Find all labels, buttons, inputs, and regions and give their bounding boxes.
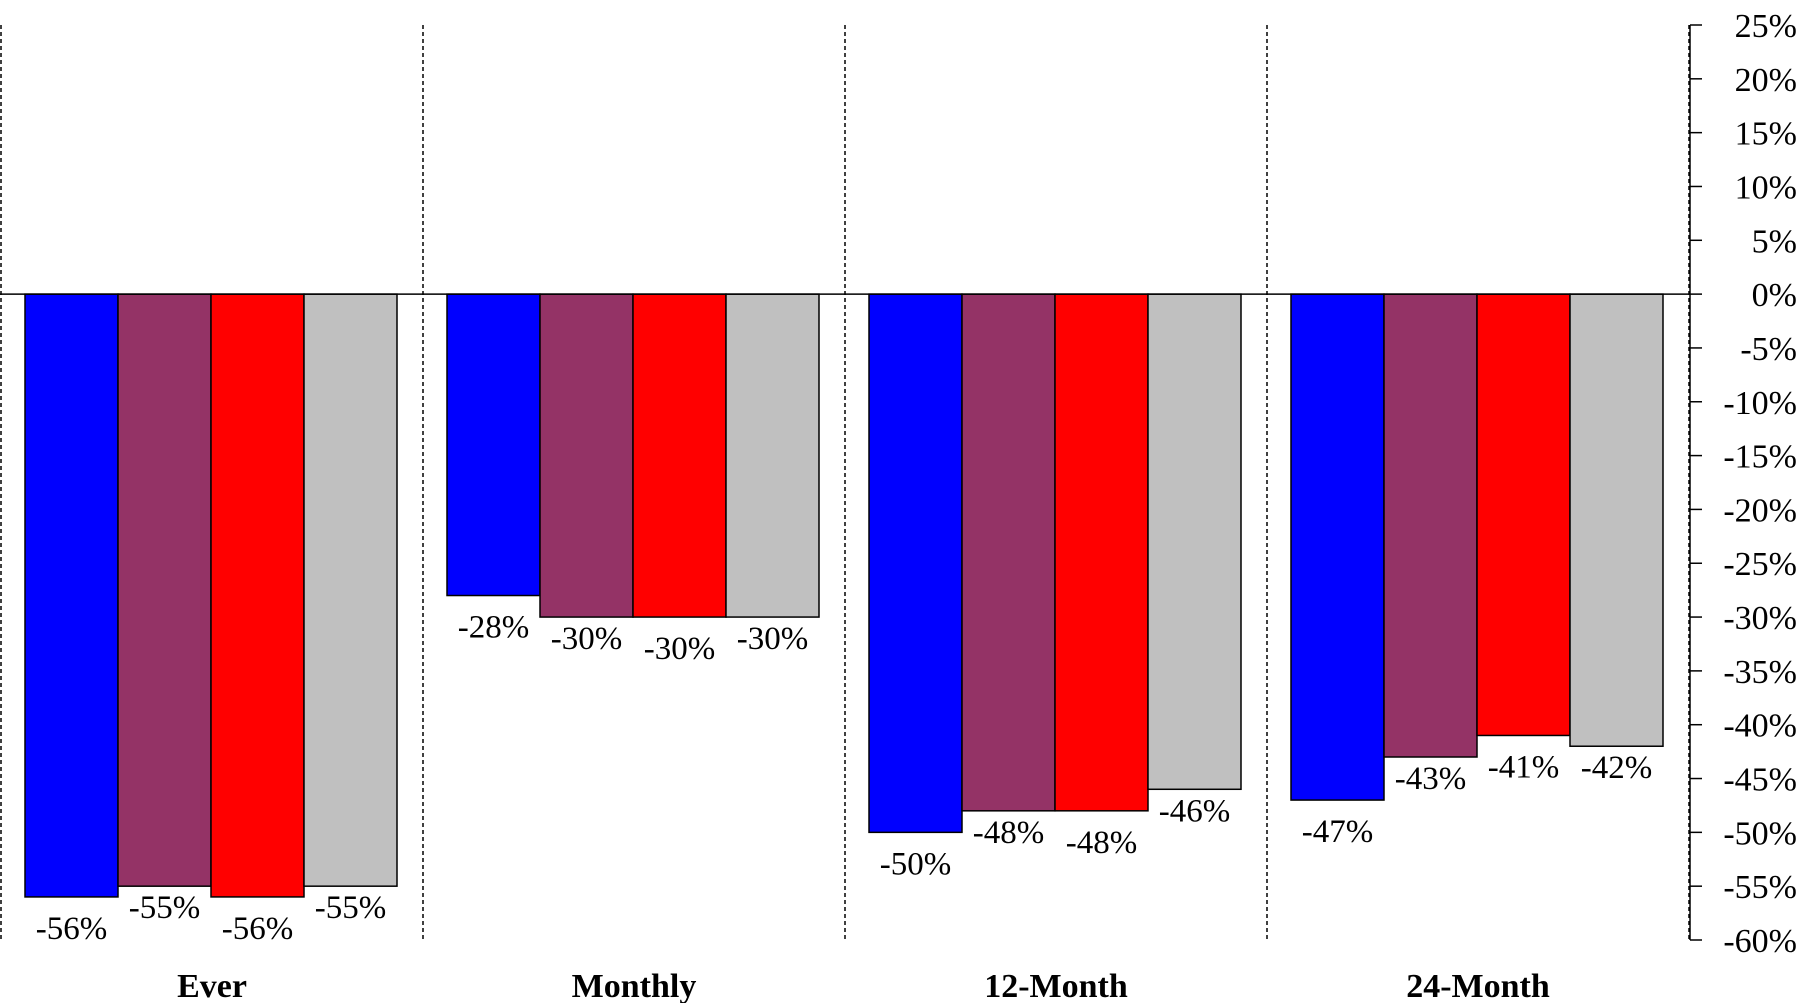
bar	[1476, 293, 1571, 737]
data-label: -55%	[315, 890, 386, 926]
y-tick-label: 0%	[1752, 277, 1797, 314]
category-label: 24-Month	[1406, 968, 1550, 1003]
y-tick-label: -25%	[1723, 546, 1797, 583]
y-tick-label: -55%	[1723, 869, 1797, 906]
data-label: -30%	[551, 621, 622, 657]
y-tick-label: 5%	[1752, 223, 1797, 260]
data-label: -46%	[1159, 793, 1230, 829]
y-tick-label: -60%	[1723, 923, 1797, 960]
data-label: -48%	[973, 815, 1044, 851]
bar	[632, 293, 727, 618]
data-label: -47%	[1302, 814, 1373, 850]
category-label: Monthly	[572, 968, 697, 1003]
y-tick-label: -15%	[1723, 439, 1797, 476]
bar	[868, 293, 963, 834]
y-tick-label: -45%	[1723, 762, 1797, 799]
data-label: -42%	[1581, 750, 1652, 786]
y-tick-label: 10%	[1735, 169, 1797, 206]
bar	[210, 293, 305, 898]
bar	[1054, 293, 1149, 812]
bar	[961, 293, 1056, 812]
bar	[725, 293, 820, 618]
data-label: -56%	[36, 911, 107, 947]
bar	[24, 293, 119, 898]
y-tick-label: -35%	[1723, 654, 1797, 691]
data-label: -48%	[1066, 825, 1137, 861]
data-label: -28%	[458, 610, 529, 646]
bar	[117, 293, 212, 887]
bar	[539, 293, 634, 618]
y-tick-label: -50%	[1723, 815, 1797, 852]
bar	[303, 293, 398, 887]
y-tick-label: -40%	[1723, 708, 1797, 745]
data-label: -30%	[644, 631, 715, 667]
bar	[1290, 293, 1385, 801]
bar	[1147, 293, 1242, 791]
category-label: 12-Month	[984, 968, 1128, 1003]
data-label: -55%	[129, 890, 200, 926]
data-label: -50%	[880, 846, 951, 882]
y-tick-label: -10%	[1723, 385, 1797, 422]
bar	[1569, 293, 1664, 747]
data-label: -30%	[737, 621, 808, 657]
bar	[446, 293, 541, 597]
bar	[1383, 293, 1478, 758]
category-label: Ever	[177, 968, 247, 1003]
y-tick-label: 15%	[1735, 116, 1797, 153]
data-label: -56%	[222, 911, 293, 947]
y-tick-label: -5%	[1740, 331, 1797, 368]
data-label: -41%	[1488, 749, 1559, 785]
data-label: -43%	[1395, 761, 1466, 797]
y-tick-label: 25%	[1735, 8, 1797, 45]
y-tick-label: -30%	[1723, 600, 1797, 637]
y-tick-label: 20%	[1735, 62, 1797, 99]
y-tick-label: -20%	[1723, 492, 1797, 529]
